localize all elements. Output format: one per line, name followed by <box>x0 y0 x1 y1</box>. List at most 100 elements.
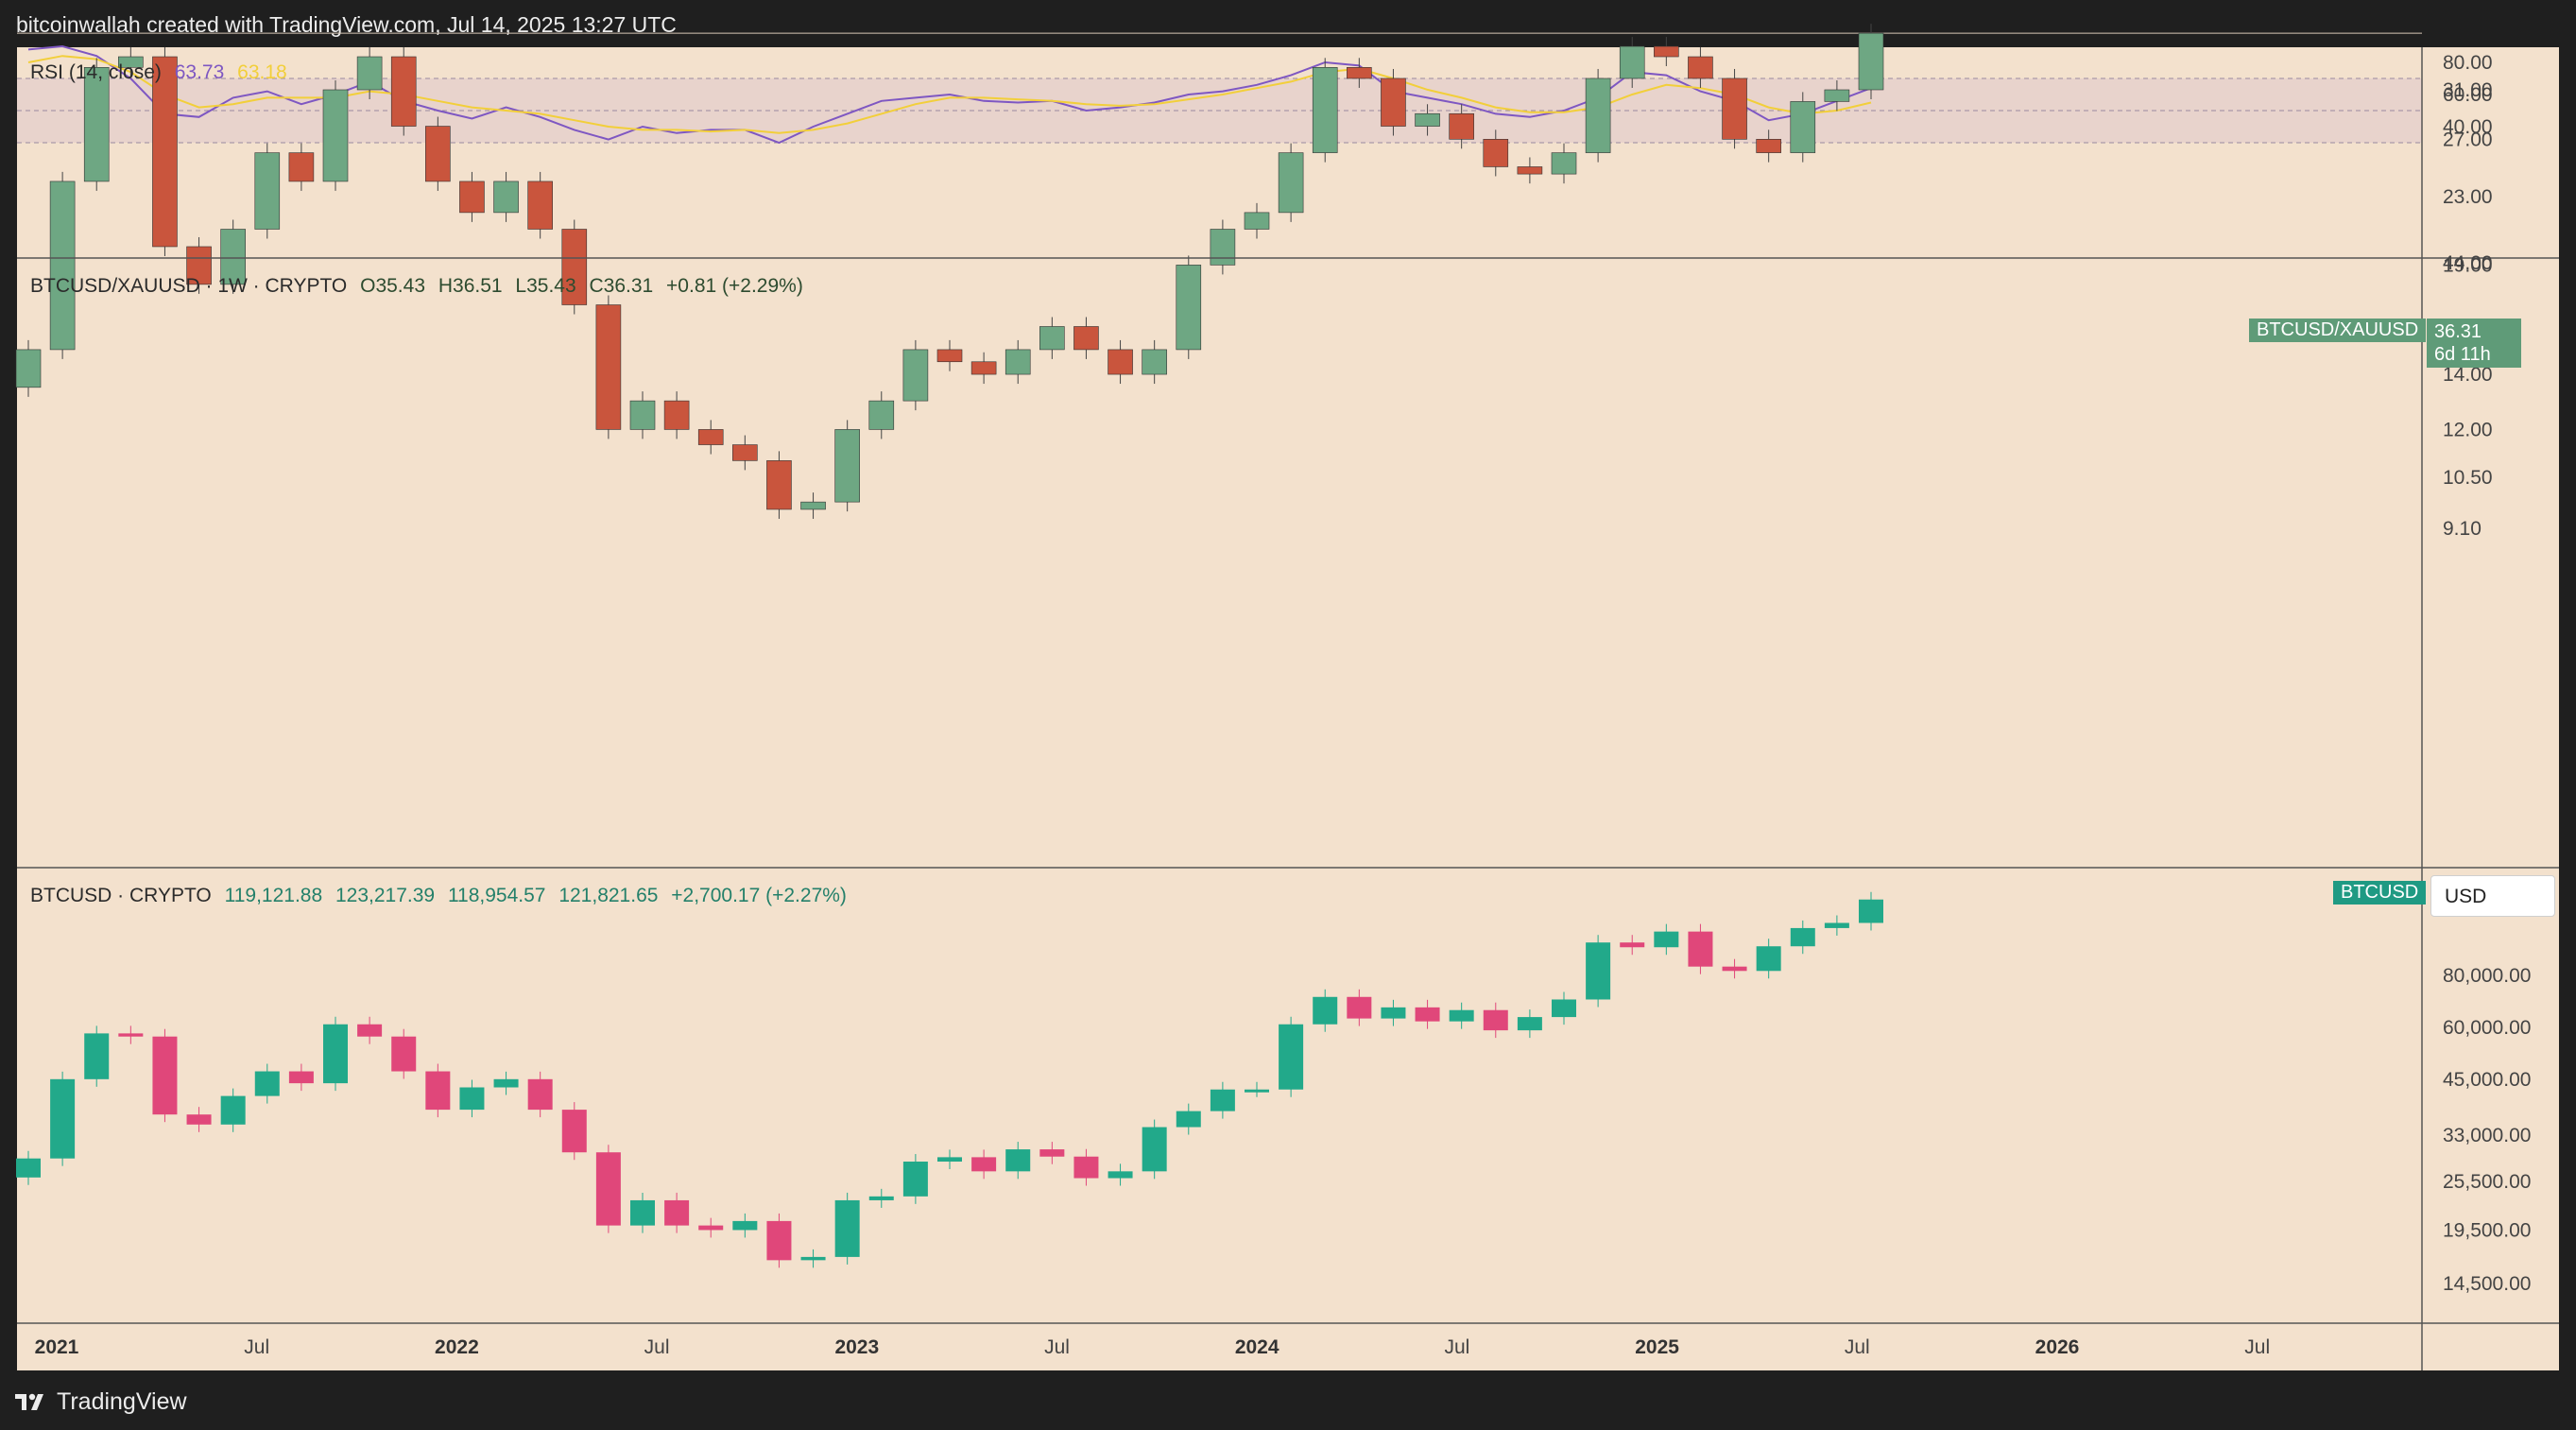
btc-candle <box>1073 1156 1099 1179</box>
btc-candle <box>664 1199 690 1226</box>
btc-candle <box>1449 1009 1474 1022</box>
time-tick-label: 2023 <box>834 1336 879 1358</box>
ratio-candle <box>425 126 451 182</box>
btc-candle <box>288 1071 314 1084</box>
btc-candle <box>834 1199 860 1257</box>
btc-candle <box>1313 996 1338 1025</box>
btc-candle <box>459 1087 485 1111</box>
ratio-candle <box>1551 152 1577 175</box>
btc-candle <box>391 1036 417 1072</box>
ratio-candle <box>629 400 656 430</box>
ratio-tick-label: 19.00 <box>2443 254 2493 276</box>
rsi-indicator-label: RSI (14, close) <box>30 61 162 83</box>
ratio-candle <box>1278 152 1304 214</box>
btc-tick-label: 25,500.00 <box>2443 1171 2531 1193</box>
ratio-candle <box>1858 32 1884 91</box>
btc-candle <box>1176 1111 1201 1128</box>
ratio-candle <box>493 181 519 214</box>
time-tick-label: Jul <box>2244 1336 2270 1358</box>
ratio-candle <box>1142 349 1167 375</box>
ratio-candle <box>936 349 963 363</box>
rsi-tick-label: 80.00 <box>2443 52 2493 74</box>
top-credit-bar: bitcoinwallah created with TradingView.c… <box>0 0 2576 47</box>
rsi-ma-value: 63.18 <box>237 61 287 83</box>
btc-candle <box>425 1071 451 1111</box>
btc-candle <box>800 1256 826 1261</box>
btc-tick-label: 45,000.00 <box>2443 1069 2531 1091</box>
ratio-candle <box>868 400 895 430</box>
ratio-candle <box>186 246 212 285</box>
btc-symbol: BTCUSD · CRYPTO <box>30 885 212 906</box>
ratio-candle <box>1244 212 1270 230</box>
ratio-candle <box>254 152 281 230</box>
ratio-candle <box>1619 45 1645 79</box>
time-tick-label: 2024 <box>1235 1336 1279 1358</box>
rsi-legend: RSI (14, close) 63.73 63.18 <box>30 61 295 84</box>
btc-candle <box>357 1024 383 1037</box>
btc-candle <box>1620 942 1645 948</box>
ratio-tick-label: 10.50 <box>2443 467 2493 489</box>
btc-tick-label: 19,500.00 <box>2443 1219 2531 1241</box>
btc-candle <box>1722 966 1747 972</box>
btc-candle <box>971 1157 997 1172</box>
btc-candle <box>1688 931 1713 967</box>
btc-open: 119,121.88 <box>224 885 323 906</box>
time-tick-label: 2022 <box>435 1336 479 1358</box>
btc-candle <box>84 1033 110 1079</box>
ratio-candle <box>1347 67 1372 79</box>
btc-tick-label: 60,000.00 <box>2443 1017 2531 1039</box>
rsi-tick-label: 60.00 <box>2443 84 2493 106</box>
ratio-candle <box>1654 45 1679 58</box>
btc-candle <box>1347 996 1372 1019</box>
btc-candle <box>630 1199 655 1226</box>
btc-candle <box>937 1157 962 1163</box>
ratio-candle <box>1483 139 1509 167</box>
btc-candle <box>254 1071 280 1096</box>
tradingview-logo-icon <box>15 1393 43 1410</box>
ratio-tick-label: 23.00 <box>2443 186 2493 208</box>
btc-tick-label: 80,000.00 <box>2443 965 2531 987</box>
ratio-candle <box>15 349 42 388</box>
rsi-panel[interactable] <box>17 44 2422 145</box>
btc-candle <box>1824 922 1849 928</box>
time-tick-label: Jul <box>244 1336 269 1358</box>
ratio-candle <box>1005 349 1031 375</box>
time-tick-label: Jul <box>1444 1336 1469 1358</box>
btc-panel[interactable] <box>16 891 1883 1268</box>
ratio-candle <box>1585 78 1611 153</box>
ratio-candle <box>1073 326 1099 351</box>
currency-selector[interactable]: USD <box>2430 875 2555 917</box>
btc-candle <box>698 1225 724 1231</box>
btc-candle <box>868 1196 894 1200</box>
ratio-price-badge: 36.31 6d 11h <box>2427 319 2521 368</box>
btc-candle <box>186 1114 212 1125</box>
btc-candle <box>1245 1089 1269 1093</box>
time-tick-label: Jul <box>644 1336 670 1358</box>
rsi-tick-label: 40.00 <box>2443 116 2493 138</box>
time-tick-label: Jul <box>1845 1336 1870 1358</box>
ratio-close: C36.31 <box>589 275 654 297</box>
ratio-symbol-badge: BTCUSD/XAUUSD <box>2249 319 2427 342</box>
btc-candle <box>1654 931 1679 948</box>
ratio-panel[interactable] <box>15 24 2422 519</box>
btc-candle <box>1381 1007 1406 1019</box>
time-tick-label: Jul <box>1044 1336 1070 1358</box>
btc-tick-label: 33,000.00 <box>2443 1125 2531 1146</box>
ratio-candle <box>1415 112 1440 127</box>
time-tick-label: 2021 <box>35 1336 79 1358</box>
ratio-tick-label: 27.00 <box>2443 129 2493 150</box>
ratio-candle <box>152 56 178 248</box>
ratio-candle <box>322 89 349 182</box>
ratio-candle <box>1108 349 1133 375</box>
ratio-candle <box>1210 229 1236 266</box>
btc-candle <box>561 1110 587 1153</box>
price-axes: 80.00 60.00 40.00 44.00 31.00 27.00 23.00 19.00… <box>2443 52 2531 1295</box>
ratio-candle <box>1756 139 1781 153</box>
currency-label: USD <box>2445 886 2487 907</box>
btc-candle <box>1756 946 1781 972</box>
btc-candle <box>50 1078 76 1159</box>
rsi-value: 63.73 <box>174 61 225 83</box>
btc-candle <box>323 1024 348 1084</box>
ratio-candle <box>595 304 622 430</box>
